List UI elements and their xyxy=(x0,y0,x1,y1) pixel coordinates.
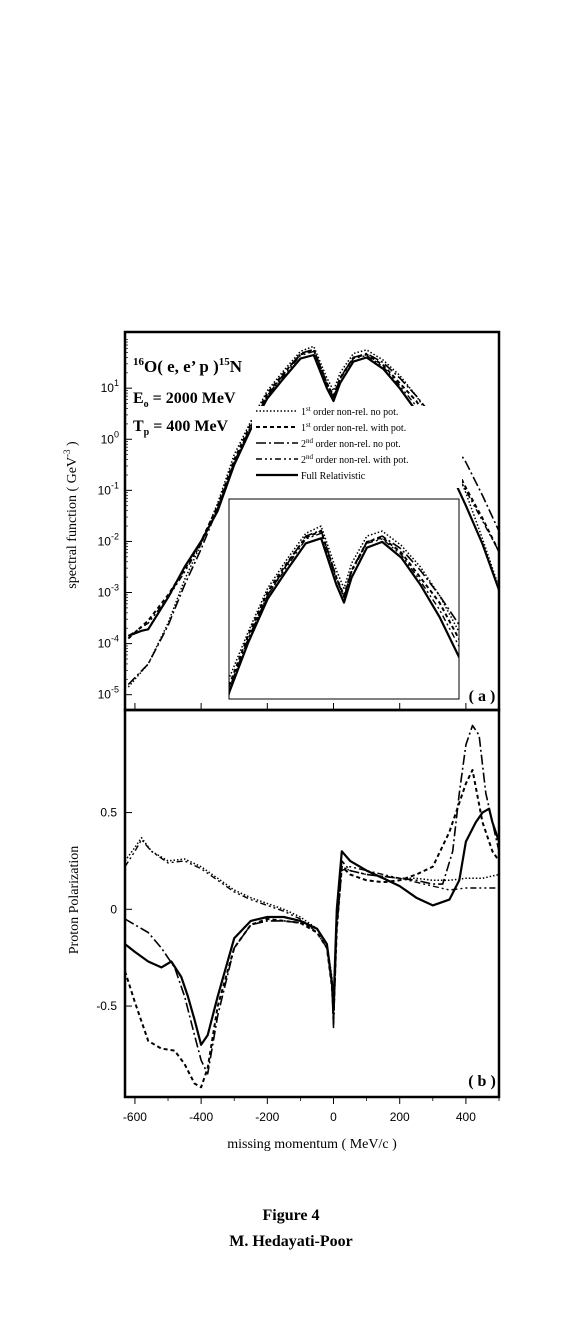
series-line-3 xyxy=(125,724,499,1075)
legend-label-1: 1st order non-rel. no pot. xyxy=(301,405,398,418)
y-tick-label: 10-3 xyxy=(98,583,119,600)
x-tick-label: 400 xyxy=(456,1110,476,1124)
y-tick-label: 100 xyxy=(101,429,119,446)
legend-label-2: 1st order non-rel. with pot. xyxy=(301,421,406,434)
legend-label-3: 2nd order non-rel. no pot. xyxy=(301,437,401,450)
figure-caption-author: M. Hedayati-Poor xyxy=(229,1233,353,1250)
proton-energy-label: Tp = 400 MeV xyxy=(133,418,229,438)
panel-b-curves xyxy=(125,724,499,1089)
y-tick-label: 0.5 xyxy=(100,806,117,820)
figure-caption-title: Figure 4 xyxy=(262,1207,320,1224)
y-tick-label: 10-1 xyxy=(98,480,119,497)
series-line-4 xyxy=(229,532,459,693)
panel-b-ylabel: Proton Polarization xyxy=(67,846,82,955)
x-tick-label: -600 xyxy=(123,1110,147,1124)
series-line-5 xyxy=(125,807,499,1046)
y-tick-label: 101 xyxy=(101,378,119,395)
x-tick-label: 200 xyxy=(390,1110,410,1124)
y-tick-label: 10-4 xyxy=(98,634,119,651)
inset-curves xyxy=(229,499,459,699)
inset-frame xyxy=(228,498,460,700)
panel-a-ylabel: spectral function ( GeV-3 ) xyxy=(62,441,80,589)
reaction-label: 16O( e, e’ p )15N xyxy=(133,356,243,376)
x-tick-label: -400 xyxy=(189,1110,213,1124)
panel-b-frame xyxy=(123,708,501,1099)
series-line-4 xyxy=(127,350,499,637)
series-line-4 xyxy=(125,838,499,1031)
panel-b-axes: -600 -400 -200 0 200 400 0.5 0 -0.5 xyxy=(96,806,500,1124)
x-tick-label: -200 xyxy=(255,1110,279,1124)
y-tick-label: 10-2 xyxy=(98,531,119,548)
panel-b-label: ( b ) xyxy=(468,1073,496,1090)
panel-a-label: ( a ) xyxy=(469,688,496,705)
y-tick-label: 10-5 xyxy=(98,685,119,702)
legend-label-4: 2nd order non-rel. with pot. xyxy=(301,453,409,466)
x-tick-label: 0 xyxy=(330,1110,337,1124)
x-axis-title: missing momentum ( MeV/c ) xyxy=(227,1137,397,1152)
beam-energy-label: Eo = 2000 MeV xyxy=(133,390,236,410)
series-line-5 xyxy=(229,537,459,698)
legend: 1st order non-rel. no pot. 1st order non-… xyxy=(252,405,462,488)
panel-a-axes: 101 100 10-1 10-2 10-3 10-4 10-5 xyxy=(98,339,467,710)
series-line-1 xyxy=(125,836,499,1027)
legend-label-5: Full Relativistic xyxy=(301,471,366,482)
y-tick-label: -0.5 xyxy=(96,999,117,1013)
y-tick-label: 0 xyxy=(110,902,117,916)
